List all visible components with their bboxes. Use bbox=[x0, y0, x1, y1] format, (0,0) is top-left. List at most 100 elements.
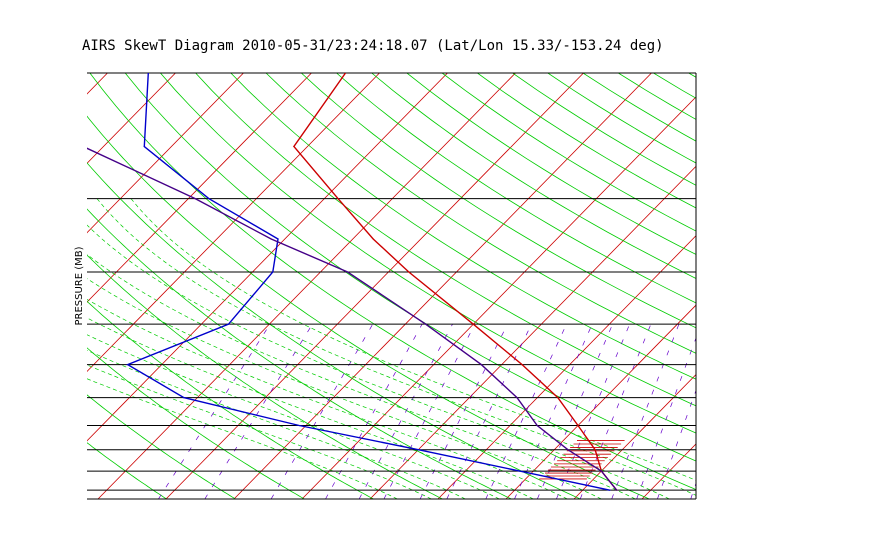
series-point bbox=[567, 449, 569, 451]
dry-adiabat-line bbox=[160, 73, 696, 434]
series-point bbox=[616, 489, 618, 491]
dry-adiabat-line bbox=[547, 73, 696, 164]
dry-adiabat-line bbox=[124, 73, 696, 462]
series-point bbox=[600, 470, 602, 472]
dry-adiabat-line bbox=[582, 73, 696, 142]
moist-adiabat-line bbox=[130, 198, 696, 481]
series-point bbox=[557, 397, 559, 399]
series-point bbox=[519, 470, 521, 472]
dry-adiabat-line bbox=[265, 73, 696, 354]
isotherm-line bbox=[87, 73, 448, 442]
series-point bbox=[347, 271, 349, 273]
dry-adiabat-line bbox=[653, 73, 696, 99]
dry-adiabat-line bbox=[87, 394, 236, 499]
dry-adiabat-line bbox=[688, 73, 696, 78]
mixing-ratio-line bbox=[446, 324, 532, 499]
dry-adiabat-line bbox=[618, 73, 696, 120]
series-point bbox=[472, 323, 474, 325]
mixing-ratio-line bbox=[485, 324, 567, 499]
dry-adiabat-line bbox=[87, 300, 374, 499]
series-point bbox=[277, 238, 279, 240]
mixing-ratio-line bbox=[358, 323, 453, 499]
dry-adiabat-line bbox=[301, 73, 696, 329]
moist-adiabat-line bbox=[87, 364, 432, 499]
mixing-ratio-line bbox=[657, 389, 696, 499]
dry-adiabat-line bbox=[830, 73, 870, 499]
moist-adiabat-line bbox=[87, 378, 398, 499]
dry-adiabat-line bbox=[195, 73, 696, 407]
dry-adiabat-line bbox=[794, 73, 870, 499]
dry-adiabat-line bbox=[87, 162, 581, 499]
isotherm-line bbox=[505, 304, 696, 499]
dry-adiabat-line bbox=[87, 208, 512, 499]
dry-adiabat-line bbox=[336, 73, 696, 304]
mixing-ratio-line bbox=[325, 323, 423, 499]
moist-adiabat-lines bbox=[87, 198, 696, 499]
dry-adiabat-line bbox=[406, 73, 696, 255]
mixing-ratio-line bbox=[611, 324, 680, 499]
isotherm-line bbox=[641, 443, 696, 499]
series-point bbox=[480, 363, 482, 366]
isotherm-line bbox=[87, 73, 244, 234]
isotherm-line bbox=[97, 73, 516, 499]
series-point bbox=[82, 146, 83, 147]
series-point bbox=[208, 197, 210, 200]
series-line-0 bbox=[293, 73, 618, 491]
y-axis-label: PRESSURE (MB) bbox=[74, 246, 85, 325]
mixing-ratio-lines bbox=[158, 323, 696, 499]
series-point bbox=[425, 323, 427, 325]
dry-adiabat-line bbox=[724, 73, 870, 499]
isotherm-line bbox=[301, 96, 696, 499]
isotherm-line bbox=[87, 73, 380, 373]
mixing-ratio-line bbox=[419, 323, 508, 499]
series-point bbox=[594, 449, 596, 451]
isotherm-line bbox=[369, 165, 696, 499]
isobar-lines bbox=[87, 72, 697, 500]
isotherm-line bbox=[165, 73, 584, 499]
series-point bbox=[298, 424, 300, 427]
series-point bbox=[183, 397, 185, 399]
mixing-ratio-line bbox=[514, 324, 593, 499]
mixing-ratio-line bbox=[204, 323, 313, 499]
dry-adiabat-line bbox=[371, 73, 696, 279]
moist-adiabat-line bbox=[87, 224, 670, 499]
isotherm-line bbox=[87, 73, 108, 95]
moist-adiabat-line bbox=[87, 317, 534, 499]
series-point bbox=[272, 271, 274, 273]
dry-adiabat-lines bbox=[87, 73, 870, 499]
mixing-ratio-line bbox=[636, 336, 696, 499]
dry-adiabat-line bbox=[89, 73, 696, 491]
dry-adiabat-line bbox=[512, 73, 696, 186]
series-point bbox=[5, 72, 6, 73]
series-point bbox=[521, 363, 523, 366]
dry-adiabat-line bbox=[87, 442, 167, 499]
series-point bbox=[577, 424, 579, 427]
isotherm-line bbox=[437, 235, 696, 499]
isotherm-line bbox=[778, 73, 870, 499]
series-line-1 bbox=[126, 73, 611, 491]
moist-adiabat-line bbox=[87, 278, 602, 499]
series-point bbox=[293, 145, 295, 148]
dry-adiabat-line bbox=[87, 347, 305, 499]
moist-adiabat-line bbox=[87, 253, 636, 499]
moist-adiabat-line bbox=[87, 349, 466, 499]
isotherm-line bbox=[573, 373, 696, 499]
series-point bbox=[516, 397, 518, 399]
series-point bbox=[143, 145, 145, 148]
series-point bbox=[536, 424, 538, 427]
moist-adiabat-line bbox=[87, 299, 568, 499]
dry-adiabat-line bbox=[230, 73, 696, 380]
series-point bbox=[147, 73, 149, 74]
series-point bbox=[337, 197, 339, 200]
isotherm-line bbox=[87, 73, 176, 164]
series-point bbox=[609, 489, 611, 491]
dry-adiabat-line bbox=[87, 115, 650, 499]
isotherm-line bbox=[233, 73, 652, 499]
series-point bbox=[227, 323, 230, 325]
series-point bbox=[344, 73, 347, 74]
dry-adiabat-line bbox=[87, 254, 443, 499]
dry-adiabat-line bbox=[441, 73, 696, 232]
series-point bbox=[194, 197, 196, 200]
series-point bbox=[127, 363, 129, 366]
